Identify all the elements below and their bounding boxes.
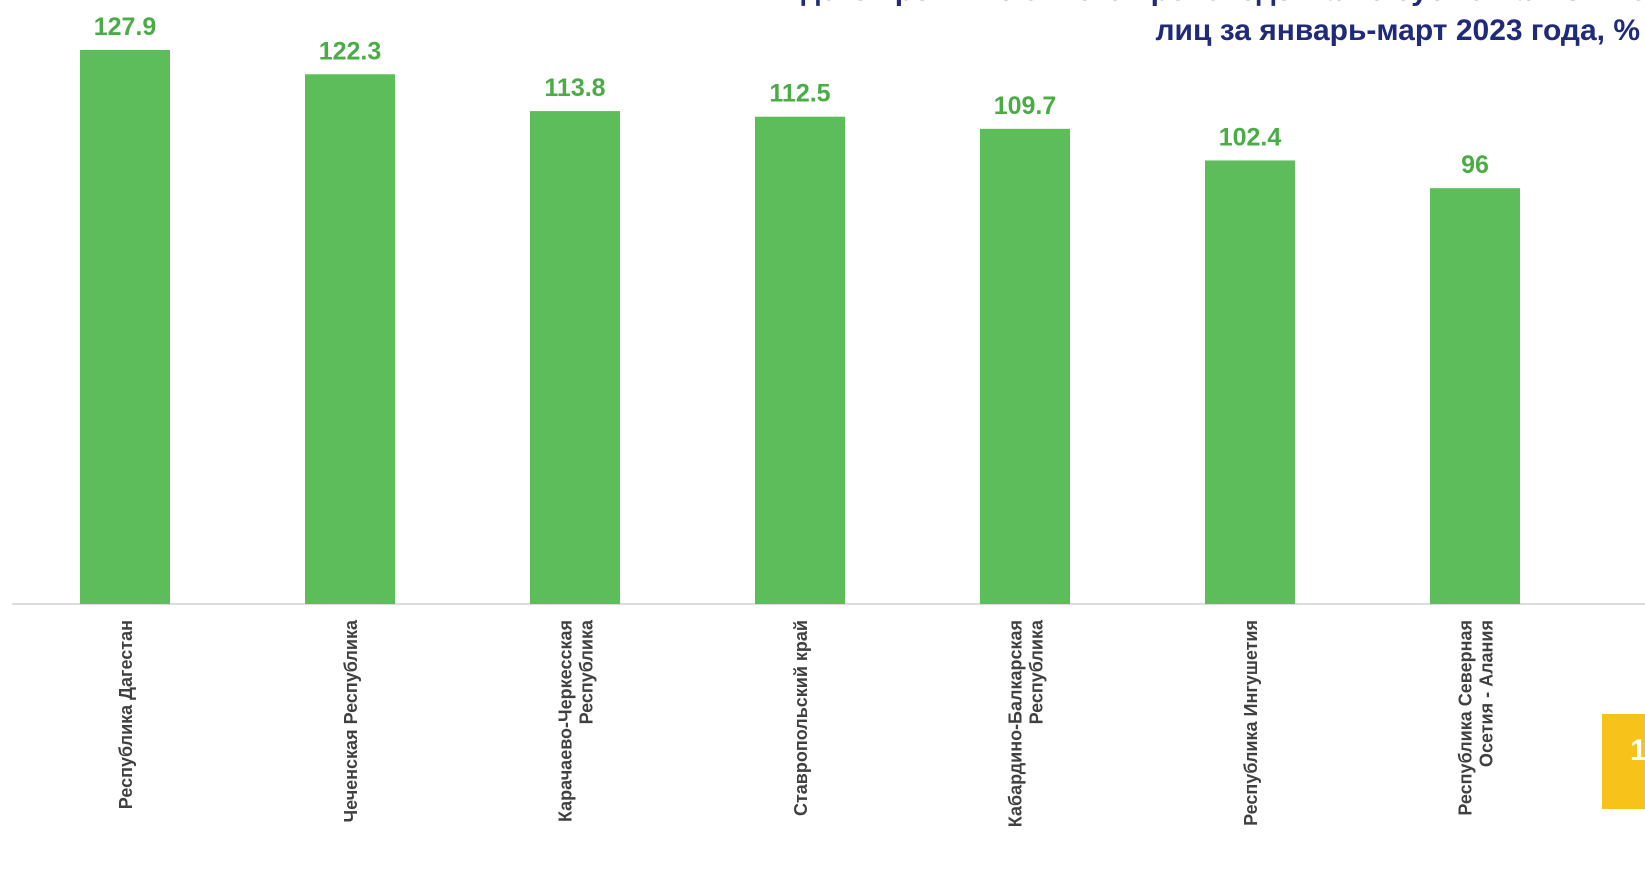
bar-3	[530, 111, 620, 604]
bar-2	[305, 74, 395, 604]
category-label-line: Чеченская Республика	[341, 619, 361, 822]
bar-value-label-3: 113.8	[544, 74, 605, 102]
category-label-line: Осетия - Алания	[1477, 620, 1497, 767]
category-label-line: Республика Дагестан	[116, 620, 136, 809]
page-number: 1	[1630, 734, 1645, 767]
bar-value-label-6: 102.4	[1219, 123, 1282, 151]
bar-6	[1205, 160, 1295, 604]
bar-7	[1430, 188, 1520, 604]
bar-value-label-5: 109.7	[994, 92, 1057, 120]
category-label-6: Республика Ингушетия	[1241, 620, 1261, 826]
category-label-line: Ставропольский край	[791, 620, 811, 816]
category-label-3: Карачаево-Черкесская Республика	[556, 619, 597, 822]
bar-value-label-2: 122.3	[319, 37, 382, 65]
bar-5	[980, 128, 1070, 604]
bar-value-label-4: 112.5	[769, 80, 830, 108]
category-label-line: Республика Северная	[1456, 620, 1476, 816]
bar-value-label-1: 127.9	[94, 13, 157, 41]
category-label-4: Ставропольский край	[791, 620, 811, 816]
category-label-line: Карачаево-Черкесская	[556, 620, 576, 822]
category-label-line: Республика Ингушетия	[1241, 620, 1261, 826]
category-label-2: Чеченская Республика	[341, 619, 361, 822]
page-number-badge: 1	[1602, 714, 1645, 809]
bar-value-label-7: 96	[1461, 151, 1489, 179]
bar-4	[755, 116, 845, 605]
category-label-line: Кабардино-Балкарская	[1006, 620, 1026, 827]
bar-1	[80, 50, 170, 604]
category-label-7: Республика Северная Осетия - Алания	[1456, 620, 1497, 816]
category-label-line: Республика	[577, 619, 597, 724]
category-label-line: Республика	[1027, 619, 1047, 724]
category-label-5: Кабардино-Балкарская Республика	[1006, 619, 1047, 827]
category-label-1: Республика Дагестан	[116, 620, 136, 809]
